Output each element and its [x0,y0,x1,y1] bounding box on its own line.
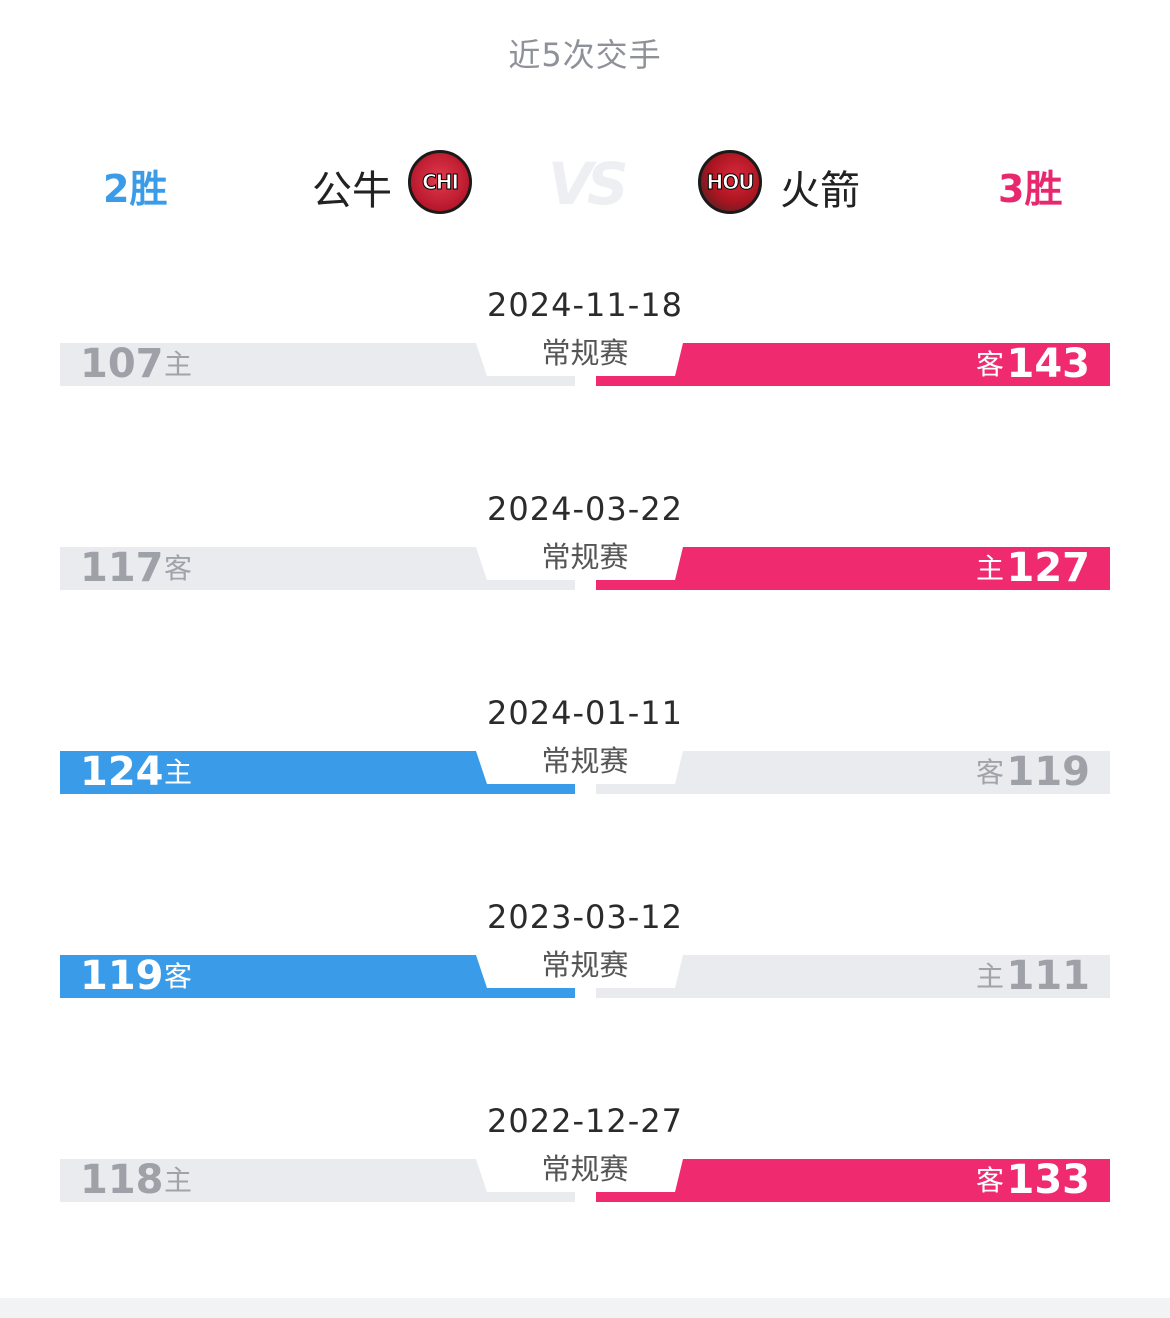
right-team-wins: 3胜 [998,167,1063,211]
left-score-bar: 119 客 [60,955,575,998]
right-venue-tag: 主 [975,960,1004,993]
right-score: 143 [1006,341,1091,387]
match-type: 常规赛 [541,948,629,982]
match-row[interactable]: 2023-03-12 常规赛 119 客 主 111 [0,898,1170,1008]
match-date: 2024-01-11 [487,694,683,732]
rockets-logo-icon[interactable]: HOU [698,150,762,214]
match-row[interactable]: 2022-12-27 常规赛 118 主 客 133 [0,1102,1170,1212]
left-score: 118 [80,1157,164,1203]
left-venue-tag: 客 [164,552,193,585]
left-score-bar: 117 客 [60,547,575,590]
right-venue-tag: 客 [975,348,1004,381]
right-venue-tag: 客 [975,756,1004,789]
left-team-wins: 2胜 [103,167,168,211]
match-type: 常规赛 [541,744,629,778]
match-row[interactable]: 2024-11-18 常规赛 107 主 客 143 [0,286,1170,396]
match-row[interactable]: 2024-01-11 常规赛 124 主 客 119 [0,694,1170,804]
bottom-divider [0,1298,1170,1318]
right-score: 127 [1006,545,1091,591]
right-score-bar: 客 133 [596,1159,1110,1202]
left-score: 107 [80,341,164,387]
right-team-name[interactable]: 火箭 [780,168,860,214]
match-date: 2022-12-27 [487,1102,683,1140]
right-score-bar: 客 143 [596,343,1110,386]
left-score-bar: 118 主 [60,1159,575,1202]
right-venue-tag: 客 [975,1164,1004,1197]
match-type: 常规赛 [541,1152,629,1186]
right-score: 111 [1006,953,1091,999]
right-score: 133 [1006,1157,1091,1203]
left-score: 119 [80,953,164,999]
left-venue-tag: 客 [164,960,193,993]
left-score-bar: 107 主 [60,343,575,386]
right-score: 119 [1006,749,1091,795]
right-venue-tag: 主 [975,552,1004,585]
left-venue-tag: 主 [164,348,193,381]
left-team-name[interactable]: 公牛 [312,168,392,214]
match-date: 2023-03-12 [487,898,683,936]
head-to-head-header: 2胜 公牛 CHI VS HOU 火箭 3胜 [0,140,1170,230]
left-score: 124 [80,749,164,795]
match-date: 2024-11-18 [487,286,683,324]
left-venue-tag: 主 [164,1164,193,1197]
match-date: 2024-03-22 [487,490,683,528]
right-score-bar: 主 127 [596,547,1110,590]
left-score-bar: 124 主 [60,751,575,794]
vs-icon: VS [548,150,629,218]
section-title: 近5次交手 [508,36,662,74]
match-type: 常规赛 [541,336,629,370]
bulls-logo-icon[interactable]: CHI [408,150,472,214]
match-row[interactable]: 2024-03-22 常规赛 117 客 主 127 [0,490,1170,600]
right-score-bar: 主 111 [596,955,1110,998]
match-type: 常规赛 [541,540,629,574]
left-venue-tag: 主 [164,756,193,789]
left-score: 117 [80,545,164,591]
right-score-bar: 客 119 [596,751,1110,794]
